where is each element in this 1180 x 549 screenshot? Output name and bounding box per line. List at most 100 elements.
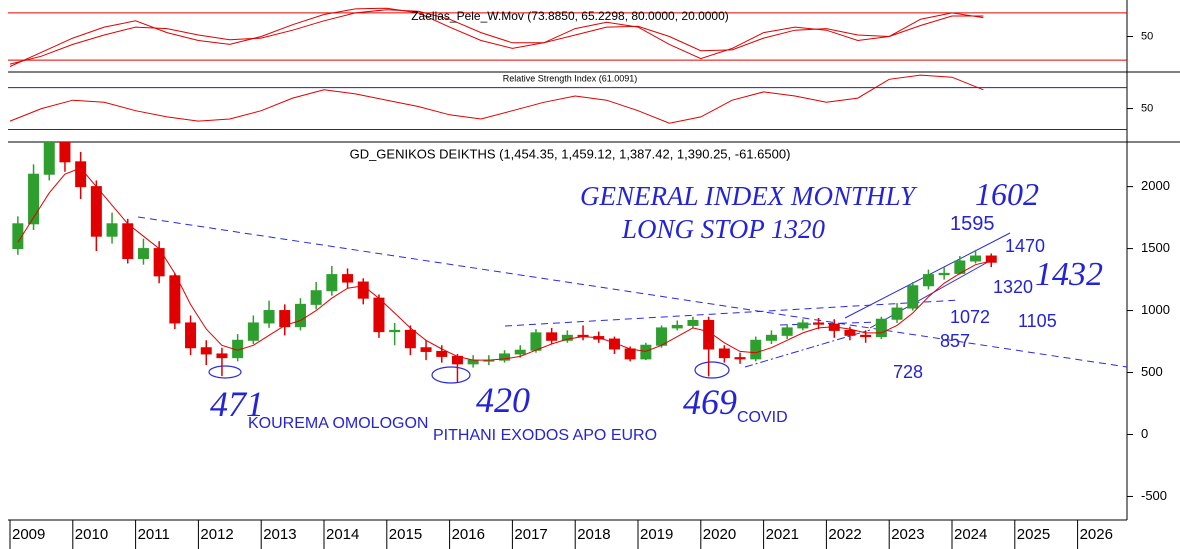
x-tick-label: 2013 (263, 526, 296, 543)
candle-body (420, 347, 432, 352)
candle-body (90, 186, 102, 237)
candle-body (530, 332, 542, 351)
series-line (9, 74, 984, 124)
candle-body (938, 272, 950, 276)
candle-body (687, 319, 699, 326)
candle-body (922, 274, 934, 287)
candle-body (797, 322, 809, 329)
panel (12, 142, 997, 383)
y-tick-label: 1500 (1141, 240, 1170, 255)
annotation: 1602 (975, 176, 1039, 212)
candle-body (970, 255, 982, 262)
candle-body (875, 318, 887, 338)
candle-body (546, 332, 558, 341)
candle-body (985, 255, 997, 263)
annotation: 728 (893, 362, 923, 382)
x-tick-label: 2014 (326, 526, 359, 543)
candle-body (28, 173, 40, 225)
panel-title: Zaelias_Pele_W.Mov (73.8850, 65.2298, 80… (411, 9, 729, 23)
candle-body (891, 307, 903, 320)
candle-body (185, 322, 197, 349)
series-line (9, 9, 984, 65)
series-line (9, 7, 984, 67)
candle-body (279, 310, 291, 328)
candle-body (12, 223, 24, 250)
candle-body (671, 324, 683, 329)
candle-body (389, 329, 401, 333)
y-tick-label: 50 (1141, 30, 1153, 42)
candle-body (263, 310, 275, 324)
candle-body (200, 347, 212, 355)
y-tick-label: 1000 (1141, 302, 1170, 317)
candle-body (216, 353, 228, 359)
x-tick-label: 2018 (577, 526, 610, 543)
y-tick-label: 50 (1141, 102, 1153, 114)
candle-body (608, 338, 620, 350)
candle-body (499, 353, 511, 361)
annotation: 471 (210, 384, 264, 424)
x-tick-label: 2024 (954, 526, 987, 543)
annotation: KOUREMA OMOLOGON (248, 415, 428, 432)
x-tick-label: 2010 (75, 526, 108, 543)
annotation: 1105 (1018, 311, 1057, 331)
annotation: 1470 (1005, 236, 1045, 256)
candle-body (169, 275, 181, 324)
candle-body (467, 359, 479, 365)
annotation: LONG STOP 1320 (621, 214, 826, 244)
candle-body (247, 322, 259, 341)
annotation: GENERAL INDEX MONTHLY (580, 181, 918, 211)
candle-body (718, 348, 730, 359)
panel-title: GD_GENIKOS DEIKTHS (1,454.35, 1,459.12, … (350, 146, 791, 161)
candle-body (436, 350, 448, 357)
x-tick-label: 2009 (12, 526, 45, 543)
x-tick-label: 2015 (389, 526, 422, 543)
x-tick-label: 2012 (200, 526, 233, 543)
y-tick-label: 0 (1141, 426, 1148, 441)
annotation: 420 (476, 380, 530, 420)
annotation: PITHANI EXODOS APO EURO (433, 427, 657, 444)
candle-body (404, 329, 416, 349)
candle-body (310, 290, 322, 305)
candle-body (106, 223, 118, 237)
candle-body (75, 161, 87, 188)
candle-body (765, 334, 777, 341)
candle-body (640, 344, 652, 360)
candle-body (153, 248, 165, 277)
annotation: 1072 (950, 307, 990, 327)
y-tick-label: -500 (1141, 488, 1167, 503)
x-tick-label: 2021 (766, 526, 799, 543)
candle-body (844, 329, 856, 336)
annotation: 469 (683, 382, 737, 422)
x-tick-label: 2019 (640, 526, 673, 543)
candle-body (781, 327, 793, 336)
panel-title: Relative Strength Index (61.0091) (503, 73, 638, 83)
candle-body (373, 297, 385, 333)
moving-average (17, 167, 992, 361)
x-tick-label: 2011 (138, 526, 170, 543)
candle-body (342, 274, 354, 283)
panel-frame (8, 0, 1180, 521)
candle-body (624, 348, 636, 360)
candle-body (750, 339, 762, 360)
x-tick-label: 2022 (828, 526, 861, 543)
annotation: COVID (737, 409, 788, 426)
candle-body (59, 142, 71, 163)
y-tick-label: 500 (1141, 364, 1163, 379)
candle-body (813, 322, 825, 325)
candle-body (137, 248, 149, 259)
candle-body (907, 285, 919, 309)
candle-body (860, 334, 872, 338)
x-tick-label: 2025 (1017, 526, 1050, 543)
low-markers (208, 361, 730, 384)
y-tick-label: 2000 (1141, 178, 1170, 193)
candle-body (514, 349, 526, 355)
candle-body (357, 281, 369, 299)
x-tick-label: 2023 (891, 526, 924, 543)
candle-body (43, 142, 55, 175)
x-tick-label: 2026 (1080, 526, 1113, 543)
candle-body (122, 223, 134, 259)
candle-body (326, 274, 338, 292)
annotation: 1595 (950, 213, 995, 235)
annotation: 1432 (1035, 256, 1103, 293)
